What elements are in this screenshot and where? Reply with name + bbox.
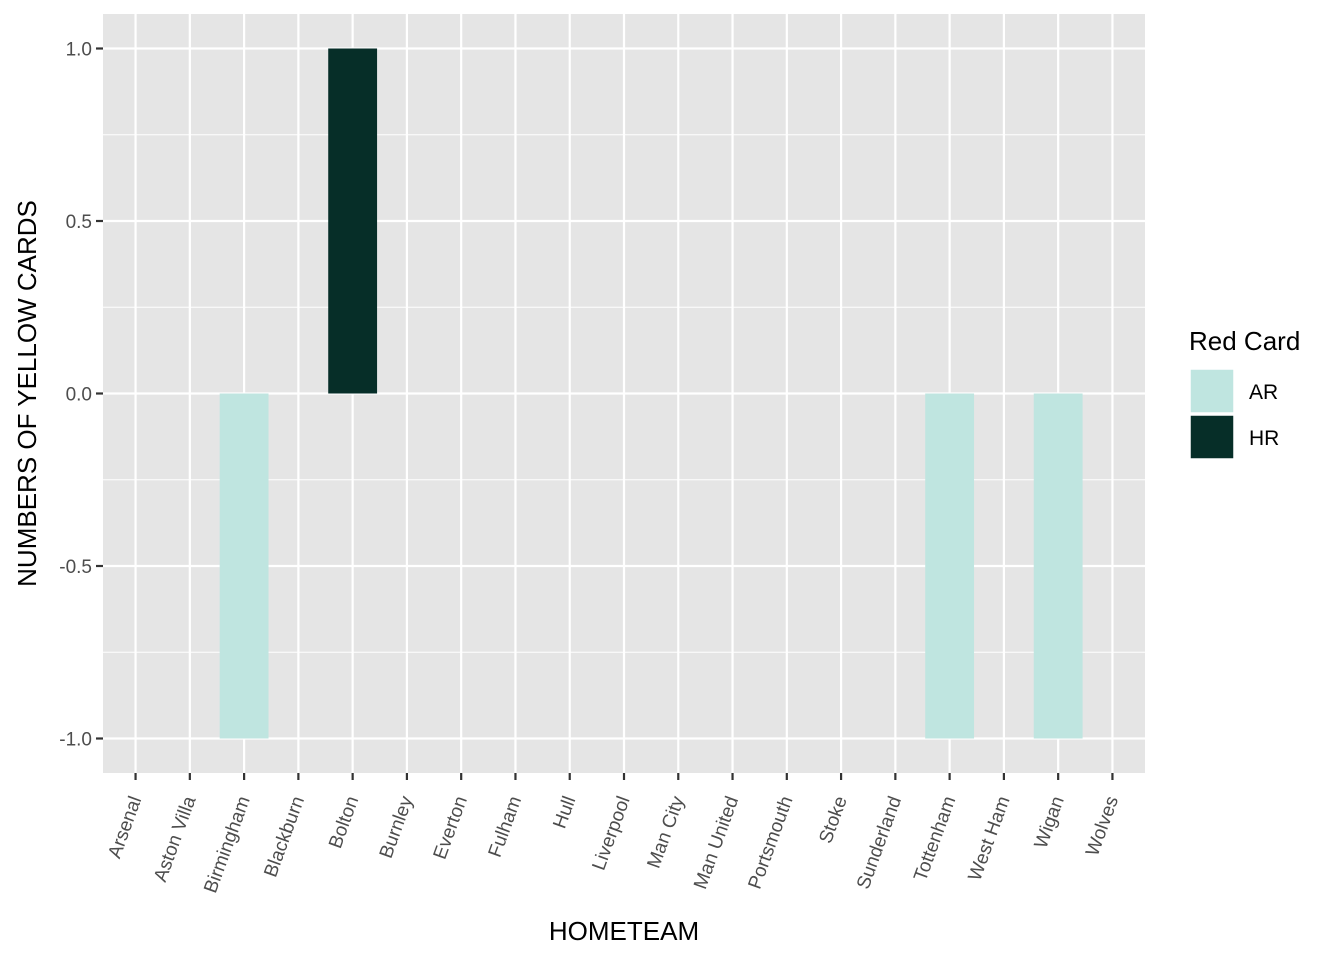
x-tick-label: Birmingham: [200, 794, 254, 896]
legend-title: Red Card: [1189, 326, 1300, 356]
x-tick-label: Burnley: [376, 793, 418, 861]
bar-wigan: [1033, 393, 1083, 739]
x-tick-label: Hull: [549, 794, 580, 832]
x-tick-label: West Ham: [965, 794, 1015, 884]
x-tick-label: Portsmouth: [745, 794, 798, 892]
legend-key-hr: [1189, 414, 1235, 460]
x-tick-label: Wolves: [1082, 794, 1123, 859]
y-tick-label: 0.5: [66, 212, 92, 233]
legend-label-hr: HR: [1249, 427, 1279, 450]
x-tick-label: Aston Villa: [150, 793, 200, 885]
x-tick-label: Man United: [690, 794, 743, 892]
x-tick-label: Bolton: [325, 794, 363, 852]
bar-tottenham: [925, 393, 975, 739]
y-tick-label: -0.5: [59, 557, 92, 578]
x-tick-label: Liverpool: [589, 794, 635, 874]
x-tick-label: Wigan: [1031, 794, 1069, 852]
x-tick-label: Sunderland: [853, 794, 906, 893]
x-tick-label: Blackburn: [260, 794, 309, 881]
x-tick-label: Stoke: [815, 794, 851, 847]
bars: [219, 48, 1083, 739]
x-tick-label: Man City: [644, 793, 690, 871]
bar-birmingham: [219, 393, 269, 739]
y-tick-label: 1.0: [66, 40, 92, 61]
x-axis: Arsenal Aston Villa Birmingham Blackburn Bol…: [104, 773, 1123, 896]
x-axis-title: HOMETEAM: [549, 916, 699, 946]
legend-label-ar: AR: [1249, 381, 1278, 404]
y-tick-label: -1.0: [59, 730, 92, 751]
y-axis: -1.0 -0.5 0.0 0.5 1.0: [59, 40, 103, 751]
x-tick-label: Tottenham: [910, 794, 960, 885]
y-tick-label: 0.0: [66, 385, 92, 406]
x-tick-label: Everton: [430, 794, 472, 863]
x-tick-label: Fulham: [485, 794, 526, 861]
grid-lines: [103, 14, 1145, 773]
bar-bolton: [328, 48, 378, 394]
x-tick-label: Arsenal: [104, 794, 146, 862]
legend: Red Card AR HR: [1189, 326, 1300, 460]
legend-key-ar: [1189, 368, 1235, 414]
y-axis-title: NUMBERS OF YELLOW CARDS: [12, 200, 42, 587]
